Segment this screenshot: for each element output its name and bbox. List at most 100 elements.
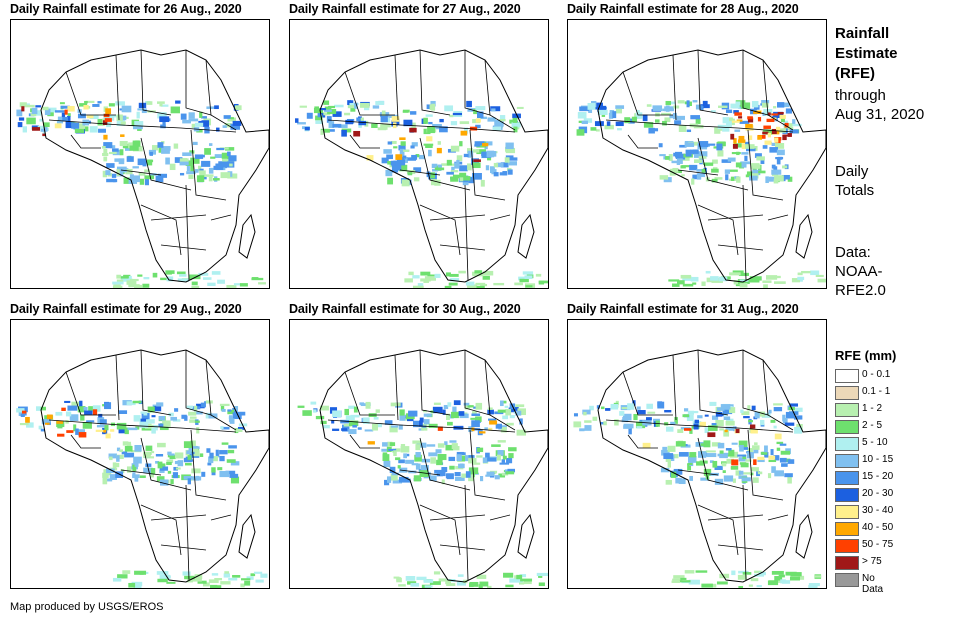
rain-cell (390, 425, 399, 428)
rain-cell (754, 570, 762, 574)
rain-cell (681, 174, 685, 177)
rain-cell (444, 285, 452, 288)
africa-coastline (597, 49, 826, 283)
rain-cell (388, 448, 397, 451)
rain-cell (794, 426, 803, 434)
rain-cell (711, 168, 719, 173)
rain-cell (769, 147, 779, 153)
rain-cell (761, 100, 770, 104)
rain-cell (384, 479, 390, 486)
rain-cell (474, 270, 483, 274)
rain-cell (671, 454, 679, 459)
rain-cell (623, 425, 631, 429)
rain-cell (19, 423, 29, 426)
country-border (115, 354, 120, 421)
rain-cell (220, 172, 231, 179)
rain-cell (672, 283, 680, 287)
rain-cell (733, 110, 739, 114)
rain-cell (727, 117, 733, 122)
rain-cell (109, 145, 116, 149)
rain-cell (741, 477, 751, 482)
rain-cell (188, 118, 199, 122)
rain-cell (124, 445, 133, 452)
rain-cell (459, 413, 469, 419)
rain-cell-heavy (642, 442, 651, 448)
rain-cell (124, 427, 129, 435)
rain-cell (191, 476, 202, 481)
rain-cell-heavy (86, 115, 94, 119)
rain-cell (425, 114, 433, 117)
rain-cell (211, 271, 221, 275)
rain-cell (817, 278, 826, 283)
rain-cell-heavy (367, 441, 375, 445)
rain-cell (181, 414, 187, 419)
rain-cell (389, 466, 396, 474)
rain-cell (382, 442, 388, 447)
rain-cell (741, 102, 751, 109)
rain-cell (423, 579, 434, 583)
rain-cell (505, 408, 512, 416)
rain-cell (133, 585, 142, 588)
rain-cell (584, 420, 592, 423)
rain-cell (505, 142, 514, 150)
rain-cell (787, 459, 795, 464)
country-border (767, 214, 789, 221)
rain-cell (352, 425, 357, 428)
rain-cell (449, 465, 455, 470)
rainfall-layer (16, 400, 268, 588)
country-border (190, 429, 227, 501)
rain-cell (205, 174, 214, 177)
country-border (489, 214, 511, 221)
rain-cell (468, 455, 475, 458)
rain-cell (35, 105, 42, 108)
rain-cell (450, 121, 458, 126)
country-border (697, 204, 739, 256)
rain-cell (157, 578, 168, 583)
rain-cell (594, 121, 604, 127)
rain-cell (84, 100, 88, 104)
rain-cell (782, 417, 788, 424)
rain-cell (721, 462, 727, 467)
sidebar-data-source: Data: NOAA- RFE2.0 (835, 243, 886, 300)
rain-cell (678, 125, 687, 132)
rain-cell (423, 117, 428, 124)
rain-cell (780, 450, 791, 455)
rain-cell (166, 459, 174, 463)
rain-cell (464, 404, 471, 410)
rain-cell-heavy (776, 126, 781, 132)
rain-cell (382, 454, 390, 461)
rain-cell (671, 160, 681, 164)
rain-cell (387, 141, 393, 145)
rain-cell (199, 111, 203, 118)
rain-cell (174, 157, 183, 163)
rain-cell (142, 161, 147, 167)
rain-cell (327, 105, 336, 109)
rain-cell-heavy (478, 431, 486, 434)
rain-cell (615, 121, 624, 127)
rain-cell-heavy (488, 427, 493, 431)
rain-cell (743, 416, 750, 419)
rain-cell (65, 419, 69, 424)
country-border (160, 544, 207, 551)
rain-cell (450, 176, 459, 182)
rain-cell (670, 421, 676, 425)
map-svg (576, 49, 826, 288)
rain-cell (419, 417, 424, 423)
rain-cell (595, 129, 600, 132)
legend-swatch (835, 539, 859, 553)
rain-cell (446, 413, 450, 420)
rainfall-layer (573, 400, 822, 588)
rain-cell (251, 277, 264, 281)
rain-cell (472, 172, 482, 180)
rain-cell (480, 116, 487, 120)
rain-cell (426, 444, 436, 447)
rain-cell (108, 453, 117, 459)
country-border (742, 50, 769, 116)
madagascar-outline (238, 213, 256, 259)
rain-cell (732, 478, 736, 483)
rain-cell (515, 410, 522, 416)
rain-cell (157, 461, 163, 469)
rain-cell-heavy (21, 106, 25, 112)
rain-cell (413, 167, 422, 173)
country-border (185, 50, 212, 116)
